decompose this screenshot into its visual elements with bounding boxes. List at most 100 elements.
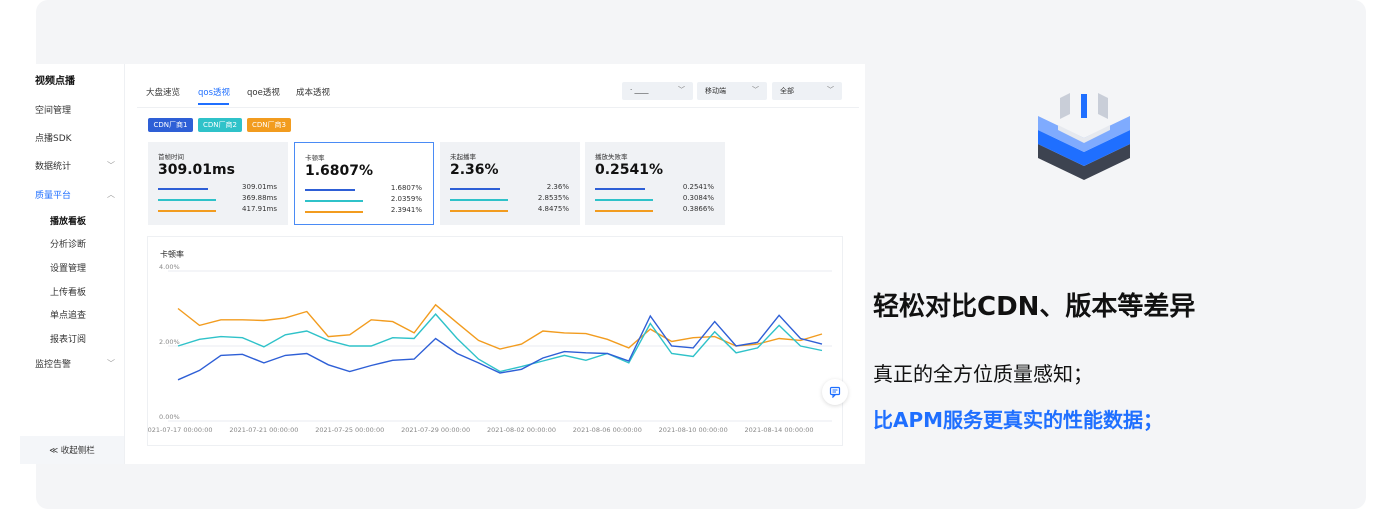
sidebar-item-sdk[interactable]: 点播SDK (20, 126, 124, 148)
series-line-3 (177, 303, 823, 350)
series-value: 2.36% (546, 183, 569, 191)
x-tick-label: 2021-08-14 00:00:00 (745, 426, 814, 434)
series-legend-line (305, 211, 363, 213)
x-tick-label: 2021-08-06 00:00:00 (573, 426, 642, 434)
series-value: 309.01ms (242, 183, 277, 191)
x-tick-label: 2021-08-10 00:00:00 (659, 426, 728, 434)
series-legend-line (158, 188, 208, 190)
select-value: 全部 (780, 87, 794, 95)
series-value: 2.3941% (390, 206, 422, 214)
series-value: 0.3866% (682, 205, 714, 213)
series-value: 0.2541% (682, 183, 714, 191)
sidebar-subitem-label: 单点追查 (50, 310, 87, 321)
chart-title: 卡顿率 (160, 249, 184, 259)
sidebar-subitem-label: 上传看板 (50, 287, 87, 298)
series-legend-line (450, 210, 508, 212)
sidebar-title: 视频点播 (35, 76, 75, 87)
chevron-down-icon: ﹀ (107, 160, 115, 170)
series-line-1 (177, 314, 823, 381)
sidebar-item-quality[interactable]: 质量平台 ︿ (20, 183, 124, 205)
x-tick-label: 2021-07-17 00:00:00 (148, 426, 213, 434)
console-window: 视频点播 空间管理 点播SDK 数据统计 ﹀ 质量平台 ︿ 播放看板 分析诊断 … (20, 64, 865, 464)
metric-title: 卡顿率 (305, 154, 325, 162)
tab-divider (137, 107, 859, 108)
metric-card[interactable]: 首帧时间 309.01ms 309.01ms 369.88ms 417.91ms (148, 142, 288, 225)
select-filter-1[interactable]: · ____ ﹀ (622, 82, 693, 100)
x-tick-label: 2021-07-25 00:00:00 (315, 426, 384, 434)
chevron-up-icon: ︿ (107, 189, 115, 199)
series-legend-line (158, 199, 216, 201)
series-value: 0.3084% (682, 194, 714, 202)
headline: 轻松对比CDN、版本等差异 (873, 292, 1196, 322)
series-legend-line (305, 200, 363, 202)
cdn-tag-2[interactable]: CDN厂商2 (198, 118, 242, 132)
main-content: 大盘速览 qos透视 qoe透视 成本透视 · ____ ﹀ 移动端 ﹀ 全部 … (137, 74, 859, 454)
select-scope[interactable]: 全部 ﹀ (772, 82, 842, 100)
feature-line-apm: 比APM服务更真实的性能数据； (873, 408, 1164, 432)
metric-value: 0.2541% (595, 162, 664, 178)
sidebar-subitem-label: 设置管理 (50, 263, 87, 274)
chart-svg: 卡顿率 0.00% 2.00% 4.00% 2021-07-17 00:00:00 202… (148, 249, 832, 434)
sidebar: 视频点播 空间管理 点播SDK 数据统计 ﹀ 质量平台 ︿ 播放看板 分析诊断 … (20, 64, 125, 464)
metric-card[interactable]: 播放失败率 0.2541% 0.2541% 0.3084% 0.3866% (585, 142, 725, 225)
metric-card[interactable]: 未起播率 2.36% 2.36% 2.8535% 4.8475% (440, 142, 580, 225)
series-value: 369.88ms (242, 194, 277, 202)
x-tick-label: 2021-07-21 00:00:00 (229, 426, 298, 434)
tab-cost[interactable]: 成本透视 (296, 88, 331, 98)
metric-title: 未起播率 (450, 153, 476, 161)
series-legend-line (158, 210, 216, 212)
sidebar-item-label: 数据统计 (35, 161, 72, 172)
series-legend-line (595, 199, 653, 201)
select-value: 移动端 (705, 87, 726, 95)
sidebar-subitem-settings[interactable]: 设置管理 (20, 256, 124, 278)
y-tick-label: 0.00% (159, 413, 180, 421)
metric-title: 首帧时间 (158, 153, 184, 161)
series-legend-line (450, 199, 508, 201)
select-platform[interactable]: 移动端 ﹀ (697, 82, 767, 100)
quality-platform-illustration-icon (1038, 93, 1130, 180)
sidebar-item-label: 空间管理 (35, 105, 72, 116)
series-value: 2.8535% (537, 194, 569, 202)
metric-value: 309.01ms (158, 162, 235, 178)
sidebar-item-label: 监控告警 (35, 359, 72, 370)
chevron-down-icon: ﹀ (107, 358, 115, 368)
sidebar-item-space[interactable]: 空间管理 (20, 98, 124, 120)
sidebar-item-label: 质量平台 (35, 190, 72, 201)
tab-qoe[interactable]: qoe透视 (247, 88, 280, 98)
series-legend-line (595, 188, 645, 190)
sidebar-subitem-upload-board[interactable]: 上传看板 (20, 280, 124, 302)
series-legend-line (450, 188, 500, 190)
collapse-sidebar-button[interactable]: ≪ 收起侧栏 (20, 436, 124, 464)
sidebar-subitem-playback-board[interactable]: 播放看板 (20, 209, 124, 231)
feedback-button[interactable] (822, 379, 848, 405)
series-legend-line (305, 189, 355, 191)
metric-card[interactable]: 卡顿率 1.6807% 1.6807% 2.0359% 2.3941% (294, 142, 434, 225)
cdn-tag-1[interactable]: CDN厂商1 (148, 118, 193, 132)
chevron-down-icon: ﹀ (678, 86, 685, 94)
tab-overview[interactable]: 大盘速览 (146, 88, 181, 98)
sidebar-item-label: 点播SDK (35, 133, 72, 144)
feature-line-quality: 真正的全方位质量感知； (873, 362, 1093, 386)
tab-qos[interactable]: qos透视 (198, 88, 231, 98)
series-value: 2.0359% (390, 195, 422, 203)
series-value: 1.6807% (390, 184, 422, 192)
chevron-down-icon: ﹀ (827, 86, 834, 94)
sidebar-item-monitor[interactable]: 监控告警 ﹀ (20, 352, 124, 374)
sidebar-subitem-label: 播放看板 (50, 216, 87, 227)
x-tick-label: 2021-08-02 00:00:00 (487, 426, 556, 434)
series-value: 417.91ms (242, 205, 277, 213)
stutter-rate-chart: 卡顿率 0.00% 2.00% 4.00% 2021-07-17 00:00:00 202… (147, 236, 843, 446)
select-value: · ____ (630, 86, 649, 94)
cdn-tag-3[interactable]: CDN厂商3 (247, 118, 291, 132)
active-tab-indicator (198, 103, 229, 105)
sidebar-subitem-analysis[interactable]: 分析诊断 (20, 232, 124, 254)
sidebar-item-stats[interactable]: 数据统计 ﹀ (20, 154, 124, 176)
metric-title: 播放失败率 (595, 153, 628, 161)
metric-value: 1.6807% (305, 163, 374, 179)
feedback-icon (829, 386, 841, 398)
sidebar-subitem-trace[interactable]: 单点追查 (20, 303, 124, 325)
x-tick-label: 2021-07-29 00:00:00 (401, 426, 470, 434)
sidebar-subitem-label: 报表订阅 (50, 334, 87, 345)
series-value: 4.8475% (537, 205, 569, 213)
sidebar-subitem-report[interactable]: 报表订阅 (20, 327, 124, 349)
